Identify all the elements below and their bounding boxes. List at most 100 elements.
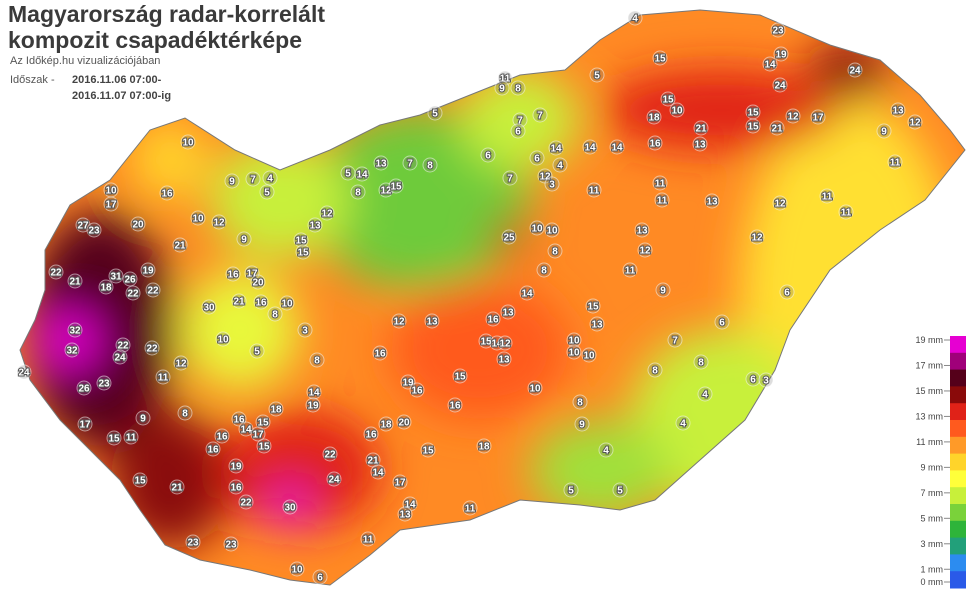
station-marker <box>396 414 412 430</box>
station-marker <box>598 442 614 458</box>
station-marker <box>268 401 284 417</box>
station-value: 12 <box>787 112 799 123</box>
station-value: 23 <box>187 538 199 549</box>
station-value: 16 <box>487 315 499 326</box>
station-marker <box>373 155 389 171</box>
station-marker <box>267 306 283 322</box>
station-marker <box>502 170 518 186</box>
station-value: 12 <box>175 359 187 370</box>
station-marker <box>693 354 709 370</box>
legend-label: 0 mm <box>921 577 944 587</box>
station-value: 17 <box>105 200 117 211</box>
station-value: 30 <box>203 303 215 314</box>
station-marker <box>667 332 683 348</box>
station-value: 19 <box>230 462 242 473</box>
station-marker <box>500 304 516 320</box>
station-value: 22 <box>324 450 336 461</box>
station-marker <box>397 506 413 522</box>
station-value: 15 <box>662 95 674 106</box>
station-marker <box>745 118 761 134</box>
station-marker <box>402 155 418 171</box>
station-marker <box>585 298 601 314</box>
legend-swatch <box>950 403 966 421</box>
station-marker <box>660 91 676 107</box>
station-marker <box>372 345 388 361</box>
station-value: 15 <box>295 236 307 247</box>
station-marker <box>360 531 376 547</box>
station-value: 13 <box>426 317 438 328</box>
station-value: 13 <box>892 106 904 117</box>
station-value: 8 <box>652 366 658 377</box>
station-marker <box>173 355 189 371</box>
station-value: 14 <box>404 500 416 511</box>
station-value: 13 <box>498 355 510 366</box>
legend-label: 19 mm <box>915 335 943 345</box>
legend-swatch <box>950 352 966 371</box>
station-marker <box>693 120 709 136</box>
station-marker <box>519 285 535 301</box>
station-value: 12 <box>909 118 921 129</box>
station-marker <box>224 173 240 189</box>
station-value: 23 <box>225 540 237 551</box>
station-value: 15 <box>297 248 309 259</box>
station-marker <box>253 294 269 310</box>
station-value: 21 <box>174 241 186 252</box>
station-marker <box>704 193 720 209</box>
station-value: 11 <box>657 196 668 207</box>
station-marker <box>307 217 323 233</box>
station-value: 14 <box>550 144 562 155</box>
station-marker <box>145 282 161 298</box>
legend-label: 7 mm <box>921 488 944 498</box>
station-marker <box>548 140 564 156</box>
station-marker <box>169 479 185 495</box>
station-marker <box>563 482 579 498</box>
station-marker <box>250 426 266 442</box>
station-value: 14 <box>491 339 503 350</box>
station-value: 30 <box>284 503 296 514</box>
station-marker <box>652 50 668 66</box>
station-marker <box>225 266 241 282</box>
station-value: 4 <box>702 390 708 401</box>
station-value: 3 <box>763 376 769 387</box>
station-value: 5 <box>617 486 623 497</box>
station-value: 10 <box>546 226 558 237</box>
station-value: 10 <box>568 348 580 359</box>
legend-swatch <box>950 336 966 354</box>
station-marker <box>566 332 582 348</box>
station-value: 15 <box>747 122 759 133</box>
station-marker <box>48 264 64 280</box>
station-marker <box>293 232 309 248</box>
station-marker <box>697 386 713 402</box>
station-marker <box>637 242 653 258</box>
legend-label: 5 mm <box>921 513 944 523</box>
station-marker <box>654 192 670 208</box>
station-value: 11 <box>655 179 666 190</box>
station-value: 16 <box>230 483 242 494</box>
station-value: 12 <box>393 317 405 328</box>
station-marker <box>634 222 650 238</box>
subtitle: Az Időkép.hu vizualizációjában <box>10 55 160 67</box>
station-value: 12 <box>213 218 225 229</box>
station-marker <box>223 536 239 552</box>
station-value: 10 <box>281 299 293 310</box>
station-marker <box>462 500 478 516</box>
station-marker <box>529 150 545 166</box>
station-marker <box>785 108 801 124</box>
station-marker <box>772 195 788 211</box>
period-end: 2016.11.07 07:00-ig <box>72 90 171 102</box>
station-marker <box>536 262 552 278</box>
station-value: 20 <box>252 278 264 289</box>
station-marker <box>489 335 505 351</box>
station-marker <box>77 416 93 432</box>
station-value: 10 <box>192 214 204 225</box>
station-value: 15 <box>134 476 146 487</box>
station-marker <box>144 340 160 356</box>
station-marker <box>887 154 903 170</box>
station-marker <box>769 120 785 136</box>
station-marker <box>447 397 463 413</box>
station-value: 15 <box>654 54 666 65</box>
station-marker <box>655 282 671 298</box>
station-value: 15 <box>480 337 492 348</box>
station-value: 9 <box>499 84 505 95</box>
